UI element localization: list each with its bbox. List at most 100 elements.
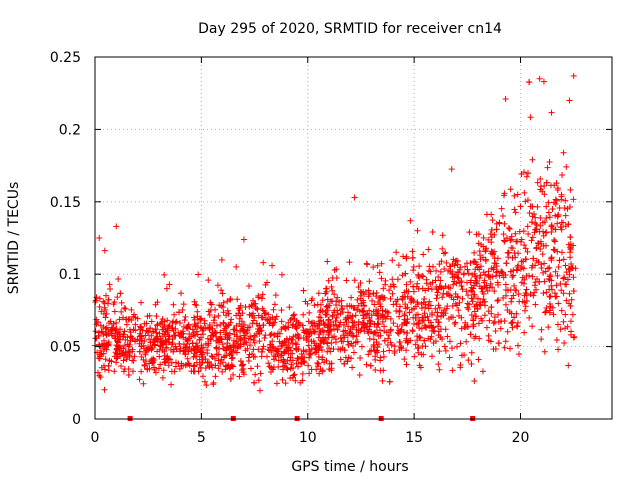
- data-point: [293, 325, 300, 332]
- data-point: [494, 255, 501, 262]
- data-point: [366, 348, 373, 355]
- data-point: [101, 299, 108, 306]
- data-point: [266, 320, 273, 327]
- data-point: [219, 290, 226, 297]
- data-point: [315, 290, 322, 297]
- data-point: [538, 336, 545, 343]
- data-point: [495, 311, 502, 318]
- data-point: [337, 356, 344, 363]
- data-point: [479, 368, 486, 375]
- data-point: [502, 301, 509, 308]
- data-point: [532, 301, 539, 308]
- data-point: [345, 315, 352, 322]
- data-point: [330, 346, 337, 353]
- data-point: [404, 316, 411, 323]
- data-point: [361, 324, 368, 331]
- data-point: [180, 323, 187, 330]
- data-point: [473, 231, 480, 238]
- data-point: [245, 324, 252, 331]
- data-point: [500, 231, 507, 238]
- data-point: [117, 290, 124, 297]
- data-point: [197, 348, 204, 355]
- data-point: [100, 337, 107, 344]
- data-point: [433, 316, 440, 323]
- data-point: [356, 371, 363, 378]
- data-point: [546, 264, 553, 271]
- data-point: [300, 335, 307, 342]
- data-point: [270, 306, 277, 313]
- data-point: [560, 149, 567, 156]
- data-point: [514, 342, 521, 349]
- data-point: [150, 338, 157, 345]
- data-point: [231, 326, 238, 333]
- data-point: [219, 341, 226, 348]
- data-point: [225, 345, 232, 352]
- data-point: [485, 308, 492, 315]
- data-point: [394, 296, 401, 303]
- data-point: [317, 314, 324, 321]
- data-point: [214, 337, 221, 344]
- data-point: [255, 292, 262, 299]
- data-point: [229, 354, 236, 361]
- data-point: [531, 289, 538, 296]
- data-point: [421, 337, 428, 344]
- data-point: [567, 186, 574, 193]
- data-point: [471, 258, 478, 265]
- data-point: [563, 281, 570, 288]
- data-point: [400, 329, 407, 336]
- data-point: [315, 353, 322, 360]
- data-point: [570, 274, 577, 281]
- data-point: [566, 290, 573, 297]
- data-point: [560, 256, 567, 263]
- data-point: [524, 197, 531, 204]
- data-point: [422, 343, 429, 350]
- data-point: [513, 322, 520, 329]
- data-point: [333, 314, 340, 321]
- data-point: [219, 368, 226, 375]
- data-point: [471, 378, 478, 385]
- data-point: [543, 203, 550, 210]
- data-point: [570, 196, 577, 203]
- data-point: [404, 330, 411, 337]
- data-point: [287, 365, 294, 372]
- data-point: [376, 300, 383, 307]
- data-point: [330, 326, 337, 333]
- data-point: [557, 223, 564, 230]
- data-point: [370, 290, 377, 297]
- data-point: [445, 284, 452, 291]
- data-point: [417, 334, 424, 341]
- data-point: [353, 326, 360, 333]
- x-tick-label: 5: [197, 430, 206, 446]
- data-point: [358, 343, 365, 350]
- data-point: [365, 351, 372, 358]
- data-point: [470, 285, 477, 292]
- data-point: [157, 343, 164, 350]
- data-point: [355, 302, 362, 309]
- data-point: [375, 341, 382, 348]
- data-point: [185, 360, 192, 367]
- data-point: [565, 362, 572, 369]
- data-point: [249, 312, 256, 319]
- data-point: [493, 226, 500, 233]
- data-point: [422, 301, 429, 308]
- data-point: [372, 329, 379, 336]
- data-point: [533, 244, 540, 251]
- data-point: [225, 310, 232, 317]
- data-point: [310, 338, 317, 345]
- data-point: [125, 371, 132, 378]
- data-point: [420, 317, 427, 324]
- data-point: [521, 189, 528, 196]
- data-point: [468, 311, 475, 318]
- data-point: [111, 335, 118, 342]
- data-point: [282, 380, 289, 387]
- data-point: [495, 297, 502, 304]
- data-point: [217, 321, 224, 328]
- data-point: [279, 359, 286, 366]
- data-point: [292, 332, 299, 339]
- data-point: [516, 298, 523, 305]
- data-point: [567, 249, 574, 256]
- data-point: [233, 338, 240, 345]
- data-point: [150, 328, 157, 335]
- data-point: [396, 339, 403, 346]
- data-point: [329, 334, 336, 341]
